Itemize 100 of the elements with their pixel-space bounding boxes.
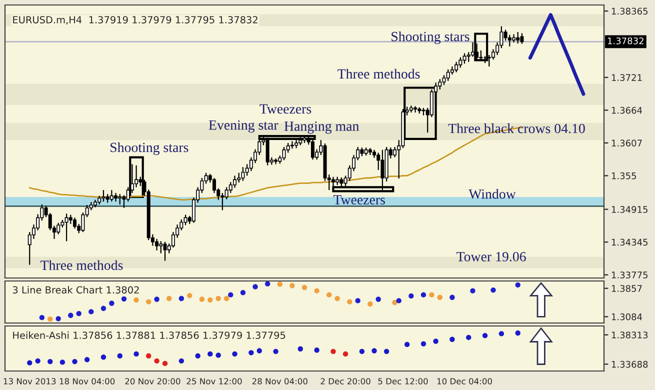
point [429,292,434,298]
annotation: Evening star [208,120,278,133]
point [420,341,426,346]
chart-title: Heiken-Ashi 1.37856 1.37881 1.37856 1.37979 1.37795 [13,331,286,339]
candlestick [508,34,512,47]
point [433,338,438,344]
point [248,350,254,356]
x-tick-label: 20 Nov 20:00 [125,378,180,384]
point [154,358,160,364]
point [162,360,168,366]
point [347,299,352,304]
x-tick-label: 28 Nov 04:00 [252,378,308,384]
candlestick [184,214,188,226]
point [314,288,320,294]
point [302,284,308,290]
y-tick-label: 1.38365 [612,8,648,15]
point [100,354,106,360]
y-tick-label: 1.355 [612,172,636,180]
candlestick [68,214,72,225]
x-tick-label: 2 Dec 20:00 [320,378,370,384]
point [195,353,200,358]
point [109,300,114,306]
candlestick [516,31,520,44]
annotation: Tower 19.06 [456,252,526,262]
point [384,348,390,354]
point [314,348,320,353]
candlestick [159,240,163,254]
annotation: Shooting stars [110,142,188,155]
point [252,284,258,290]
point [68,312,74,318]
x-tick-label: 5 Dec 12:00 [378,378,428,384]
y-tick-label: 1.34915 [612,206,648,213]
point [273,348,278,354]
point [515,330,520,336]
point [146,299,152,304]
point [466,334,472,340]
point [368,301,373,307]
candlestick [233,175,237,188]
candlestick [462,52,466,64]
y-tick-label: 1.33775 [612,272,648,278]
point [396,298,402,304]
candlestick [458,56,462,68]
line-series [528,13,586,96]
point [35,358,40,364]
point [498,331,504,336]
point [290,283,295,288]
point [134,297,139,303]
candlestick [282,146,286,161]
point [39,314,45,320]
text: EURUSD.m,H4 1.37919 1.37979 1.37795 1.37832 [13,16,258,24]
candlestick [393,146,397,158]
point [298,346,303,352]
y-tick-label: 1.38313 [612,332,648,338]
point [404,342,410,348]
point [359,348,365,354]
point [277,282,282,287]
point [216,352,221,358]
x-tick-label: 13 Nov 2013 [4,378,56,384]
point [376,296,381,302]
point [48,316,53,322]
candlestick [212,177,216,194]
point [27,360,32,366]
annotation: Tweezers [333,195,385,204]
point [232,351,238,357]
point [408,293,414,299]
point [372,348,377,354]
candlestick [491,48,495,60]
point [84,357,90,362]
candlestick [446,68,450,82]
candlestick [241,166,245,182]
point [178,358,184,364]
point [450,336,455,342]
point [240,290,246,296]
point [326,292,332,298]
ref-line-label: 1.37832 [608,37,644,44]
point [121,296,127,302]
annotation: Window [468,188,516,199]
point [515,282,520,288]
chart-title: 3 Line Break Chart 1.3802 [12,286,139,294]
point [146,353,152,358]
point [187,292,192,298]
point [256,348,262,354]
point [60,360,66,365]
y-tick-label: 1.3607 [612,140,642,146]
candlestick [81,212,85,233]
candlestick [118,194,122,205]
candlestick [171,231,175,248]
point [208,297,213,303]
candlestick [442,74,446,86]
y-tick-label: 1.3721 [612,74,642,81]
point [216,296,221,302]
candlestick [155,238,159,251]
candlestick [163,241,167,262]
y-tick-label: 1.3857 [612,285,642,292]
x-tick-label: 25 Nov 12:00 [186,378,242,384]
point [264,281,270,286]
point [228,292,234,298]
point [330,348,336,354]
point [342,351,348,357]
x-tick-label: 18 Nov 04:00 [60,378,115,384]
